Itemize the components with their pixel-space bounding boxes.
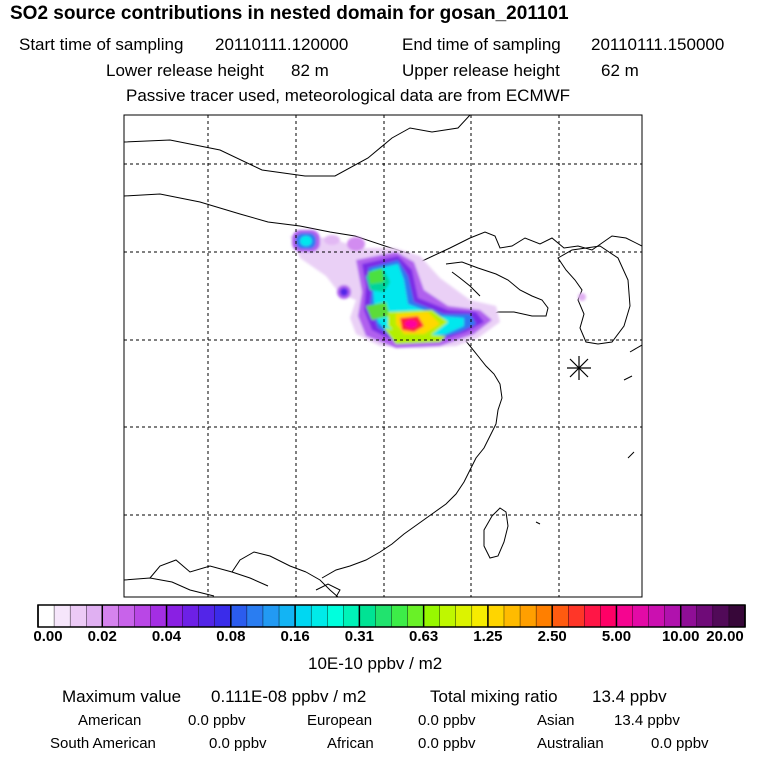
colorbar-swatch: [455, 604, 473, 628]
colorbar-swatch: [182, 604, 200, 628]
colorbar-swatch: [359, 604, 376, 628]
colorbar-swatch: [310, 604, 328, 628]
colorbar-swatch: [166, 604, 184, 628]
plume-magenta: [405, 320, 417, 328]
lower-release-label: Lower release height: [106, 61, 264, 80]
colorbar-swatch: [407, 604, 425, 628]
region-value-african: 0.0 ppbv: [418, 735, 476, 752]
colorbar-unit: 10E-10 ppbv / m2: [308, 654, 443, 673]
max-value: 0.111E-08 ppbv / m2: [211, 687, 367, 706]
colorbar-swatch: [439, 604, 457, 628]
colorbar-swatch: [69, 604, 87, 628]
colorbar-tick-label: 0.08: [216, 628, 246, 645]
colorbar-swatches: [37, 604, 746, 628]
plume-faint-2: [347, 237, 365, 251]
colorbar-tick-label: 0.02: [87, 628, 117, 645]
colorbar-swatch: [568, 604, 585, 628]
upper-release-value: 62 m: [601, 61, 639, 80]
grid: [124, 115, 642, 597]
upper-release-label: Upper release height: [402, 61, 560, 80]
colorbar-tick-label: 0.04: [151, 628, 182, 645]
colorbar-swatch: [150, 604, 168, 628]
colorbar-swatch: [53, 604, 71, 628]
colorbar-swatch: [503, 604, 521, 628]
plume-green: [368, 268, 384, 284]
region-value-american: 0.0 ppbv: [188, 712, 246, 729]
region-name-american: American: [78, 712, 142, 729]
colorbar-tick-label: 1.25: [473, 628, 503, 645]
colorbar-swatch: [85, 604, 103, 628]
region-name-australian: Australian: [537, 735, 604, 752]
colorbar-tick-label: 2.50: [537, 628, 567, 645]
total-mixing-value: 13.4 ppbv: [592, 687, 667, 706]
colorbar-swatch: [551, 604, 569, 628]
colorbar-tick-label: 0.31: [344, 628, 374, 645]
colorbar-tick-label: 0.16: [280, 628, 310, 645]
colorbar-border: [37, 604, 746, 628]
colorbar-swatch: [214, 604, 232, 628]
plume-dot-purple: [340, 288, 348, 296]
colorbar-swatch: [230, 604, 248, 628]
colorbar-swatch: [294, 604, 312, 628]
region-name-european: European: [307, 712, 373, 729]
colorbar-swatch: [632, 604, 650, 628]
colorbar-swatch: [616, 604, 634, 628]
plume-west-blob-cyan: [300, 236, 312, 246]
colorbar-swatch: [343, 604, 360, 628]
page-title: SO2 source contributions in nested domai…: [10, 3, 569, 24]
colorbar-tick-label: 0.00: [33, 628, 63, 645]
end-time-value: 20110111.150000: [591, 35, 725, 54]
colorbar-swatch: [487, 604, 505, 628]
colorbar-swatch: [134, 604, 151, 628]
start-time-value: 20110111.120000: [215, 35, 349, 54]
region-name-african: African: [327, 735, 374, 752]
colorbar-swatch: [102, 604, 119, 628]
colorbar-swatch: [696, 604, 714, 628]
asterisk-icon: [567, 356, 591, 380]
region-value-south-american: 0.0 ppbv: [209, 735, 267, 752]
total-mixing-label: Total mixing ratio: [430, 687, 558, 706]
region-value-asian: 13.4 ppbv: [614, 712, 680, 729]
region-name-south-american: South American: [50, 735, 156, 752]
lower-release-value: 82 m: [291, 61, 329, 80]
colorbar-swatch: [198, 604, 216, 628]
colorbar-swatch: [584, 604, 601, 628]
colorbar-swatch: [471, 604, 489, 628]
colorbar-tick-label: 5.00: [601, 628, 632, 645]
plume-korea-faint: [578, 293, 586, 301]
colorbar-swatch: [327, 604, 344, 628]
colorbar-swatch: [728, 604, 746, 628]
colorbar-swatch: [246, 604, 264, 628]
colorbar-swatch: [423, 604, 441, 628]
plume-faint-1: [324, 235, 340, 245]
colorbar-swatch: [391, 604, 409, 628]
colorbar-swatch: [118, 604, 135, 628]
region-name-asian: Asian: [537, 712, 575, 729]
colorbar-swatch: [375, 604, 392, 628]
region-value-european: 0.0 ppbv: [418, 712, 476, 729]
tracer-note: Passive tracer used, meteorological data…: [126, 86, 571, 105]
colorbar-tick-label: 10.00: [661, 628, 700, 645]
max-value-label: Maximum value: [62, 687, 182, 706]
colorbar-swatch: [680, 604, 698, 628]
colorbar-swatch: [37, 604, 55, 628]
colorbar-swatch: [648, 604, 666, 628]
colorbar-swatch: [535, 604, 553, 628]
end-time-label: End time of sampling: [402, 35, 561, 54]
colorbar-swatch: [600, 604, 617, 628]
colorbar-tick-label: 0.63: [409, 628, 439, 645]
colorbar-swatch: [712, 604, 730, 628]
plume: [290, 230, 586, 348]
colorbar-tick-label: 20.00: [706, 628, 744, 645]
colorbar-swatch: [664, 604, 682, 628]
colorbar-swatch: [262, 604, 280, 628]
colorbar-swatch: [519, 604, 537, 628]
start-time-label: Start time of sampling: [19, 35, 184, 54]
region-value-australian: 0.0 ppbv: [651, 735, 709, 752]
coastlines: [124, 115, 642, 597]
colorbar-swatch: [278, 604, 296, 628]
map-border: [123, 114, 643, 598]
